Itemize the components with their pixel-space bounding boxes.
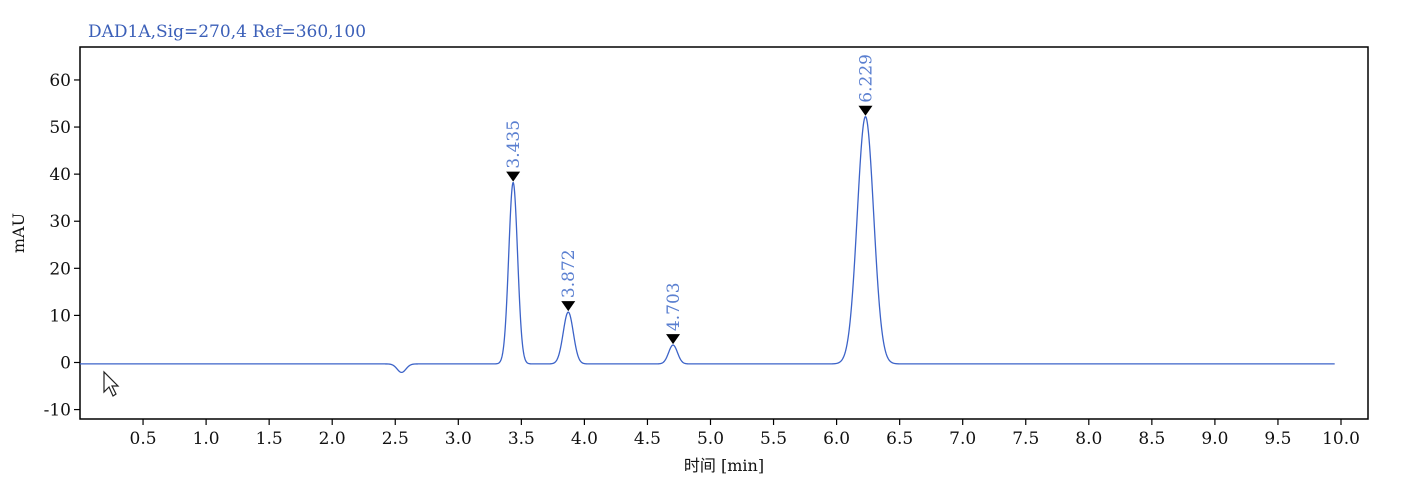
y-axis-label: mAU xyxy=(9,213,28,253)
x-axis-label: 时间 [min] xyxy=(684,456,764,475)
x-tick-label: 3.5 xyxy=(508,429,535,449)
y-tick-label: 0 xyxy=(60,353,71,373)
x-tick-label: 2.0 xyxy=(319,429,346,449)
peak-label: 6.229 xyxy=(856,54,876,103)
peak-marker xyxy=(561,301,576,312)
x-tick-label: 5.0 xyxy=(697,429,724,449)
y-tick-label: 10 xyxy=(49,306,71,326)
peak-marker xyxy=(506,171,521,182)
x-tick-label: 7.5 xyxy=(1012,429,1039,449)
mouse-cursor-icon xyxy=(103,370,120,397)
peak-marker xyxy=(666,334,681,345)
x-tick-label: 0.5 xyxy=(130,429,157,449)
x-tick-label: 4.5 xyxy=(634,429,661,449)
y-axis: -10 0 10 20 30 40 50 60 xyxy=(44,71,80,421)
peak-marker xyxy=(858,105,873,116)
x-tick-label: 6.0 xyxy=(823,429,850,449)
peak-annotations: 3.435 3.872 4.703 6.229 xyxy=(504,54,876,345)
x-tick-label: 10.0 xyxy=(1322,429,1360,449)
x-tick-label: 7.0 xyxy=(949,429,976,449)
chromatogram-trace xyxy=(80,116,1335,374)
peak-label: 3.872 xyxy=(559,249,579,298)
x-tick-label: 6.5 xyxy=(886,429,913,449)
x-tick-label: 8.5 xyxy=(1138,429,1165,449)
x-tick-label: 9.0 xyxy=(1201,429,1228,449)
y-tick-label: 30 xyxy=(49,212,71,232)
y-tick-label: 40 xyxy=(49,165,71,185)
y-tick-label: -10 xyxy=(44,401,71,421)
x-tick-label: 9.5 xyxy=(1264,429,1291,449)
x-tick-label: 4.0 xyxy=(571,429,598,449)
y-tick-label: 60 xyxy=(49,71,71,91)
chart-title: DAD1A,Sig=270,4 Ref=360,100 xyxy=(88,22,366,42)
x-tick-label: 1.0 xyxy=(193,429,220,449)
y-tick-label: 50 xyxy=(49,118,71,138)
y-tick-label: 20 xyxy=(49,259,71,279)
x-tick-label: 3.0 xyxy=(445,429,472,449)
x-tick-label: 8.0 xyxy=(1075,429,1102,449)
x-tick-label: 5.5 xyxy=(760,429,787,449)
peak-label: 4.703 xyxy=(664,282,684,331)
x-tick-label: 2.5 xyxy=(382,429,409,449)
x-axis: 0.5 1.0 1.5 2.0 2.5 3.0 3.5 4.0 4.5 5.0 5.5 6.0 6.5 7… xyxy=(130,419,1360,449)
peak-label: 3.435 xyxy=(504,120,524,169)
plot-frame xyxy=(79,46,1369,420)
x-tick-label: 1.5 xyxy=(256,429,283,449)
